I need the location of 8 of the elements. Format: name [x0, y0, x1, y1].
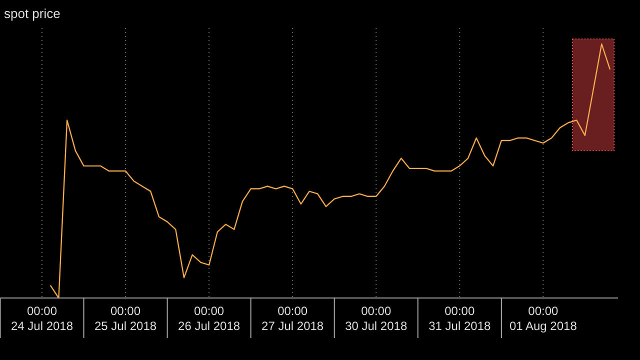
x-tick-label: 00:00 30 Jul 2018	[345, 304, 408, 333]
x-tick-label: 00:00 31 Jul 2018	[428, 304, 491, 333]
x-tick-label: 00:00 24 Jul 2018	[10, 304, 74, 333]
x-tick-label: 00:00 01 Aug 2018	[509, 304, 578, 333]
x-tick-label: 00:00 26 Jul 2018	[178, 304, 240, 333]
chart-title: spot price	[4, 6, 60, 21]
x-tick-label: 00:00 25 Jul 2018	[94, 304, 157, 333]
x-tick-label: 00:00 27 Jul 2018	[262, 304, 324, 333]
